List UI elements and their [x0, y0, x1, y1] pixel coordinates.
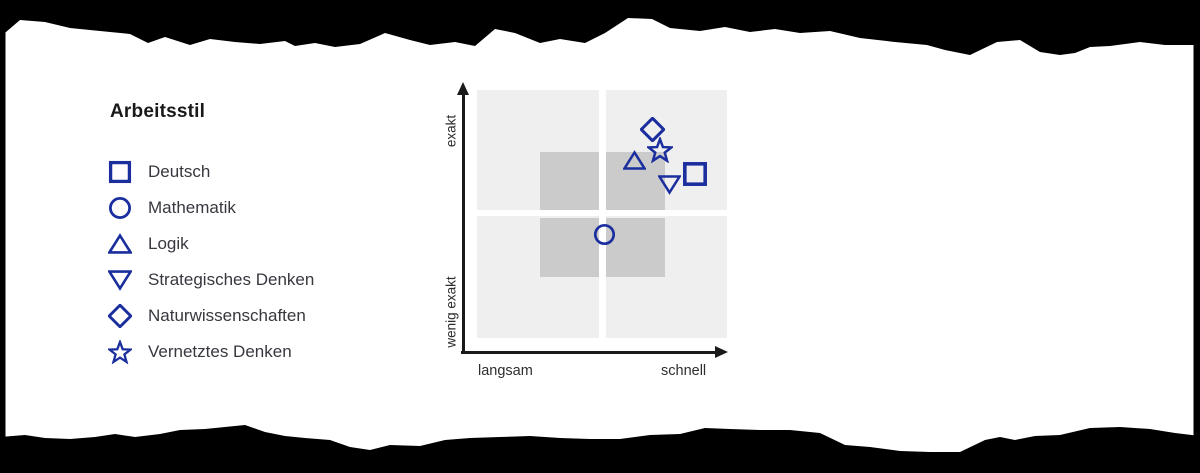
legend-item-square: Deutsch [108, 160, 314, 184]
marker-square [682, 161, 707, 186]
highlight-cell-top-right [606, 152, 665, 210]
star-icon [108, 340, 132, 364]
legend-items: Deutsch Mathematik Logik Strategisches Denk… [108, 160, 314, 364]
circle-icon [108, 196, 132, 220]
legend-item-triangle-up: Logik [108, 232, 314, 256]
legend-item-label: Deutsch [148, 162, 211, 181]
legend-item-label: Vernetztes Denken [148, 342, 292, 361]
y-axis-line [462, 93, 465, 354]
square-icon [108, 160, 132, 184]
y-axis-label-top: exakt [443, 114, 459, 148]
x-axis-line [461, 351, 717, 354]
x-axis-arrowhead-icon [715, 346, 728, 358]
marker-triangle-down [658, 175, 681, 195]
legend-item-diamond: Naturwissenschaften [108, 304, 314, 328]
legend: Arbeitsstil Deutsch Mathematik Logik Strate… [108, 101, 314, 376]
legend-item-label: Mathematik [148, 198, 236, 217]
highlight-cell-top-left [540, 152, 599, 210]
triangle-up-icon [108, 233, 132, 254]
marker-star [646, 137, 673, 164]
legend-item-label: Logik [148, 234, 189, 253]
diamond-icon [108, 304, 132, 328]
legend-item-star: Vernetztes Denken [108, 340, 314, 364]
marker-circle [593, 223, 616, 245]
x-axis-label-left: langsam [478, 363, 533, 379]
y-axis-label-bottom: wenig exakt [443, 276, 459, 348]
highlight-cell-bottom-right [606, 218, 665, 277]
marker-diamond [639, 116, 665, 142]
x-axis-label-right: schnell [661, 363, 707, 379]
legend-item-label: Naturwissenschaften [148, 306, 306, 325]
triangle-down-icon [108, 270, 132, 291]
legend-item-circle: Mathematik [108, 196, 314, 220]
legend-item-label: Strategisches Denken [148, 270, 315, 289]
legend-item-triangle-down: Strategisches Denken [108, 268, 314, 292]
page-title: Arbeitsstil [110, 101, 206, 122]
marker-triangle-up [623, 150, 646, 171]
highlight-cell-bottom-left [540, 218, 599, 277]
y-axis-arrowhead-icon [457, 82, 469, 95]
